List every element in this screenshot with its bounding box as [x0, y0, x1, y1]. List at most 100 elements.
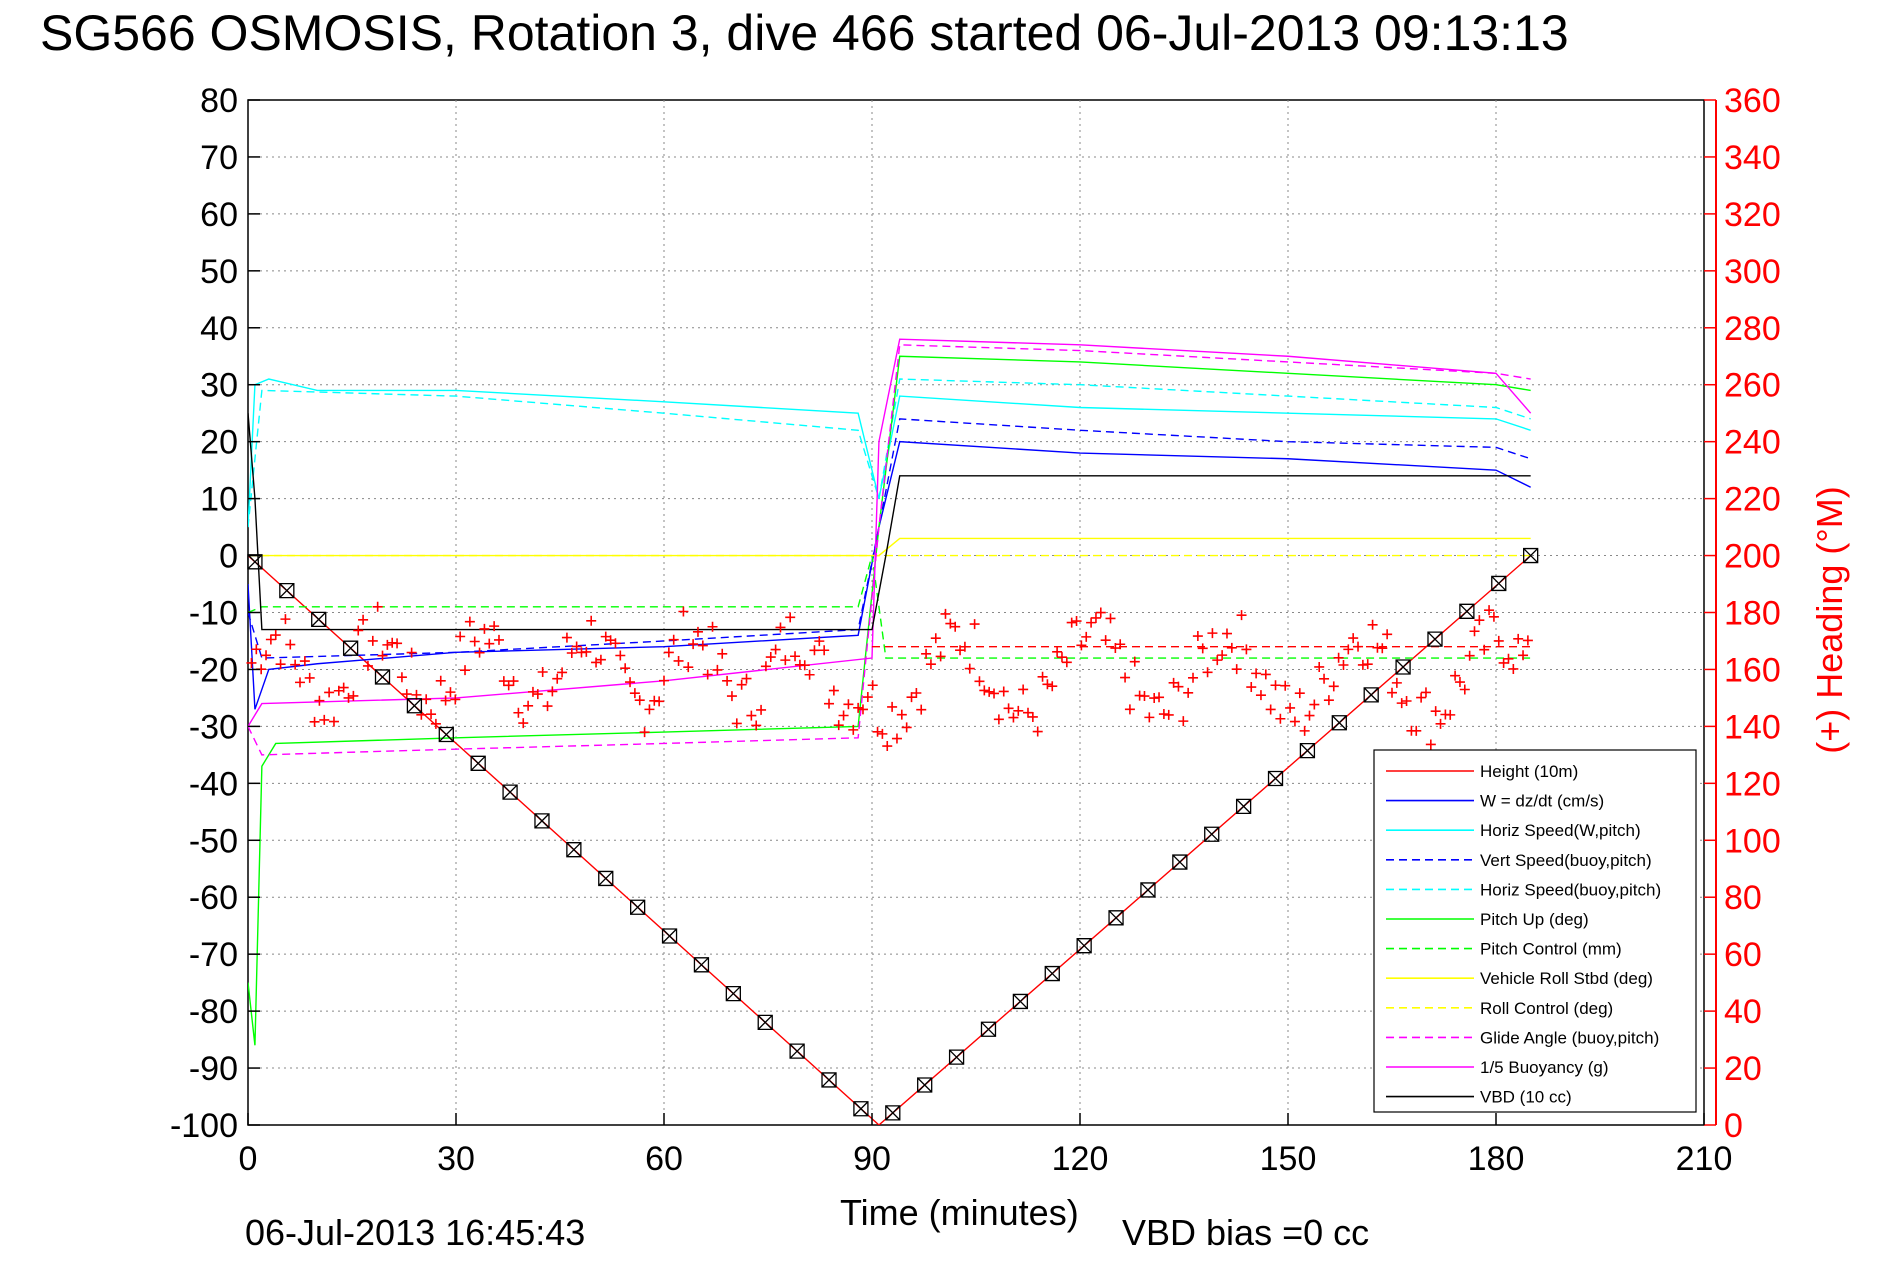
heading-marker	[435, 675, 446, 686]
heading-marker	[1207, 628, 1218, 639]
heading-marker	[474, 647, 485, 658]
heading-marker	[455, 631, 466, 642]
heading-marker	[552, 673, 563, 684]
heading-marker	[1003, 703, 1014, 714]
height-marker	[853, 1101, 869, 1117]
heading-marker	[1260, 669, 1271, 680]
series-line-11	[248, 413, 1531, 631]
height-marker	[1044, 965, 1060, 982]
heading-marker	[542, 701, 553, 712]
heading-marker	[1158, 709, 1169, 720]
heading-marker	[1430, 706, 1441, 717]
heading-marker	[1479, 644, 1490, 655]
y-tick-label-left: -30	[189, 708, 238, 746]
y-tick-label-left: -70	[189, 936, 238, 974]
heading-marker	[1061, 657, 1072, 668]
heading-marker	[697, 640, 708, 651]
x-tick-label: 90	[853, 1140, 891, 1178]
heading-marker	[1289, 716, 1300, 727]
x-tick-label: 0	[239, 1140, 258, 1178]
y-tick-label-left: -60	[189, 879, 238, 917]
heading-marker	[1192, 631, 1203, 642]
series-line-3	[248, 418, 1531, 659]
heading-marker	[639, 727, 650, 738]
heading-marker	[896, 709, 907, 720]
heading-marker	[819, 645, 830, 656]
heading-marker	[1129, 656, 1140, 667]
heading-marker	[979, 685, 990, 696]
heading-marker	[1246, 682, 1257, 693]
heading-marker	[1343, 644, 1354, 655]
heading-marker	[1023, 707, 1033, 718]
heading-marker	[401, 689, 412, 700]
x-tick-label: 180	[1468, 1140, 1525, 1178]
legend-label: Pitch Up (deg)	[1480, 910, 1589, 929]
height-marker	[1491, 575, 1507, 592]
heading-marker	[1420, 687, 1431, 698]
heading-marker	[1411, 725, 1422, 736]
heading-marker	[1032, 726, 1043, 737]
height-marker	[725, 985, 741, 1002]
heading-marker	[396, 672, 407, 683]
heading-marker	[1280, 680, 1291, 691]
series-line-4	[248, 378, 1531, 528]
heading-marker	[887, 701, 898, 712]
heading-marker	[406, 647, 417, 658]
heading-markers	[246, 601, 1533, 752]
heading-marker	[683, 662, 694, 673]
heading-marker	[581, 646, 592, 657]
heading-marker	[1484, 605, 1495, 616]
heading-marker	[760, 661, 771, 672]
heading-marker	[838, 710, 849, 721]
heading-marker	[358, 614, 369, 625]
heading-marker	[304, 672, 315, 683]
left-y-axis: 80 70 60 50 40 30 20 10 0 -10 -20 -30 -40 -50 -60 -70 -8…	[170, 82, 260, 1145]
y-tick-label-right: 100	[1724, 822, 1781, 860]
heading-marker	[280, 614, 291, 625]
heading-marker	[1353, 641, 1364, 652]
heading-marker	[1299, 725, 1310, 736]
heading-marker	[1251, 668, 1262, 679]
heading-marker	[833, 720, 844, 731]
heading-marker	[1217, 650, 1228, 661]
heading-marker	[1323, 695, 1334, 706]
y-tick-label-right: 40	[1724, 993, 1762, 1031]
heading-marker	[659, 675, 669, 686]
heading-marker	[775, 622, 786, 633]
heading-marker	[1052, 646, 1063, 657]
y-tick-label-right: 340	[1724, 139, 1781, 177]
series-line-2	[248, 378, 1531, 528]
heading-marker	[1086, 617, 1097, 628]
right-y-axis-label: (+) Heading (°M)	[1809, 486, 1850, 753]
height-marker	[311, 611, 327, 628]
heading-marker	[440, 695, 451, 706]
heading-marker	[1037, 671, 1048, 682]
heading-marker	[1391, 677, 1402, 688]
heading-marker	[261, 650, 272, 661]
heading-marker	[246, 657, 257, 668]
y-tick-label-right: 180	[1724, 595, 1781, 633]
heading-marker	[1231, 664, 1242, 675]
heading-marker	[668, 634, 679, 645]
heading-marker	[765, 652, 776, 663]
height-marker	[885, 1105, 901, 1121]
heading-marker	[906, 692, 917, 703]
heading-marker	[1425, 739, 1436, 750]
height-marker	[598, 870, 614, 887]
heading-marker	[1275, 713, 1286, 724]
heading-marker	[421, 694, 432, 705]
heading-marker	[1522, 635, 1533, 646]
heading-marker	[780, 655, 791, 666]
heading-marker	[1469, 626, 1480, 637]
heading-marker	[1450, 670, 1461, 681]
heading-marker	[1105, 613, 1116, 624]
heading-marker	[717, 648, 728, 659]
heading-marker	[1401, 696, 1412, 707]
heading-marker	[1348, 633, 1359, 644]
height-marker	[406, 698, 423, 714]
heading-marker	[1518, 650, 1529, 661]
heading-marker	[935, 651, 946, 662]
heading-marker	[620, 663, 631, 674]
heading-marker	[1314, 661, 1325, 672]
